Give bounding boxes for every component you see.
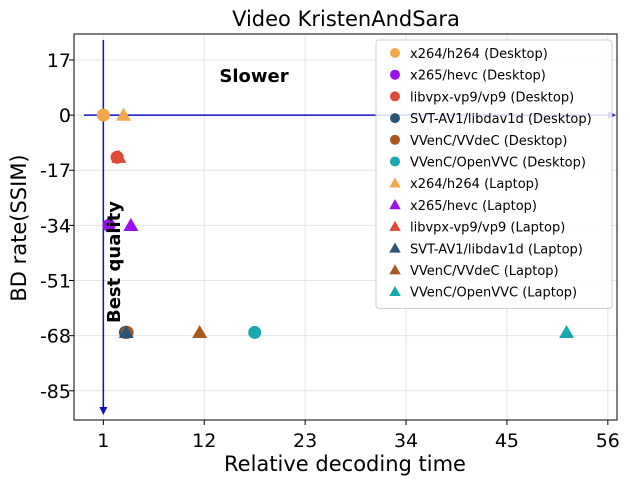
legend-entry-label: x264/h264 (Laptop) <box>410 177 539 192</box>
legend-marker-6 <box>390 156 400 167</box>
x-tick-label: 23 <box>293 430 317 452</box>
data-point-2 <box>102 218 116 232</box>
legend-marker-9 <box>389 220 401 231</box>
legend-entry-label: x265/hevc (Laptop) <box>410 199 537 214</box>
tick-labels: 1 12 23 34 45 56 17 0 -17 -34 -51 -68 -85 <box>40 50 620 452</box>
legend-marker-5 <box>390 134 400 145</box>
data-point-8 <box>123 217 139 231</box>
x-tick-label: 34 <box>394 430 418 452</box>
legend-marker-10 <box>389 242 401 253</box>
legend-marker-11 <box>389 264 401 275</box>
legend-box <box>375 39 613 309</box>
data-points <box>96 107 575 339</box>
legend-marker-8 <box>389 199 401 210</box>
data-point-9 <box>111 149 127 163</box>
data-point-11 <box>192 324 208 339</box>
legend-entry-label: libvpx-vp9/vp9 (Laptop) <box>410 221 565 236</box>
annotations: Slower Best quality <box>104 66 289 323</box>
y-tick-label: 17 <box>47 50 71 72</box>
legend-marker-2 <box>390 69 400 80</box>
annotation-best-quality: Best quality <box>104 201 125 323</box>
legend-entry-label: SVT-AV1/libdav1d (Laptop) <box>410 242 583 257</box>
plot-frame <box>73 33 618 421</box>
x-tick-label: 12 <box>192 430 216 452</box>
legend-entry-label: SVT-AV1/libdav1d (Desktop) <box>410 112 592 127</box>
y-axis-label: BD rate(SSIM) <box>7 154 31 301</box>
legend-entry-label: VVenC/OpenVVC (Laptop) <box>410 286 577 301</box>
legend-entry-label: x265/hevc (Desktop) <box>410 69 546 84</box>
legend-entry-label: VVenC/OpenVVC (Desktop) <box>410 156 586 171</box>
data-point-7 <box>116 107 132 121</box>
y-tick-label: 0 <box>59 105 71 127</box>
x-axis-label: Relative decoding time <box>224 452 466 476</box>
y-tick-label: -85 <box>40 381 71 403</box>
x-tick-label: 56 <box>596 430 620 452</box>
data-point-1 <box>96 108 110 122</box>
legend: x264/h264 (Desktop) x265/hevc (Desktop) li… <box>375 39 613 309</box>
legend-entry-label: VVenC/VVdeC (Desktop) <box>410 134 567 149</box>
data-point-12 <box>559 324 575 339</box>
x-tick-label: 1 <box>97 430 109 452</box>
legend-entry-label: x264/h264 (Desktop) <box>410 47 548 62</box>
y-tick-label: -51 <box>40 271 71 293</box>
legend-marker-12 <box>389 285 401 297</box>
legend-marker-7 <box>389 177 401 188</box>
annotation-slower: Slower <box>219 66 288 87</box>
legend-marker-3 <box>390 91 400 102</box>
y-tick-label: -17 <box>40 160 71 182</box>
legend-marker-4 <box>390 113 400 124</box>
chart-title: Video KristenAndSara <box>232 7 460 31</box>
x-tick-label: 45 <box>495 430 519 452</box>
data-point-10 <box>118 324 134 339</box>
y-tick-label: -68 <box>40 326 71 348</box>
legend-entry-label: libvpx-vp9/vp9 (Desktop) <box>410 90 574 105</box>
data-point-6 <box>248 325 262 339</box>
legend-marker-1 <box>390 48 400 58</box>
y-tick-label: -34 <box>40 215 71 237</box>
legend-entry-label: VVenC/VVdeC (Laptop) <box>410 264 559 279</box>
axes-frame <box>73 33 618 421</box>
